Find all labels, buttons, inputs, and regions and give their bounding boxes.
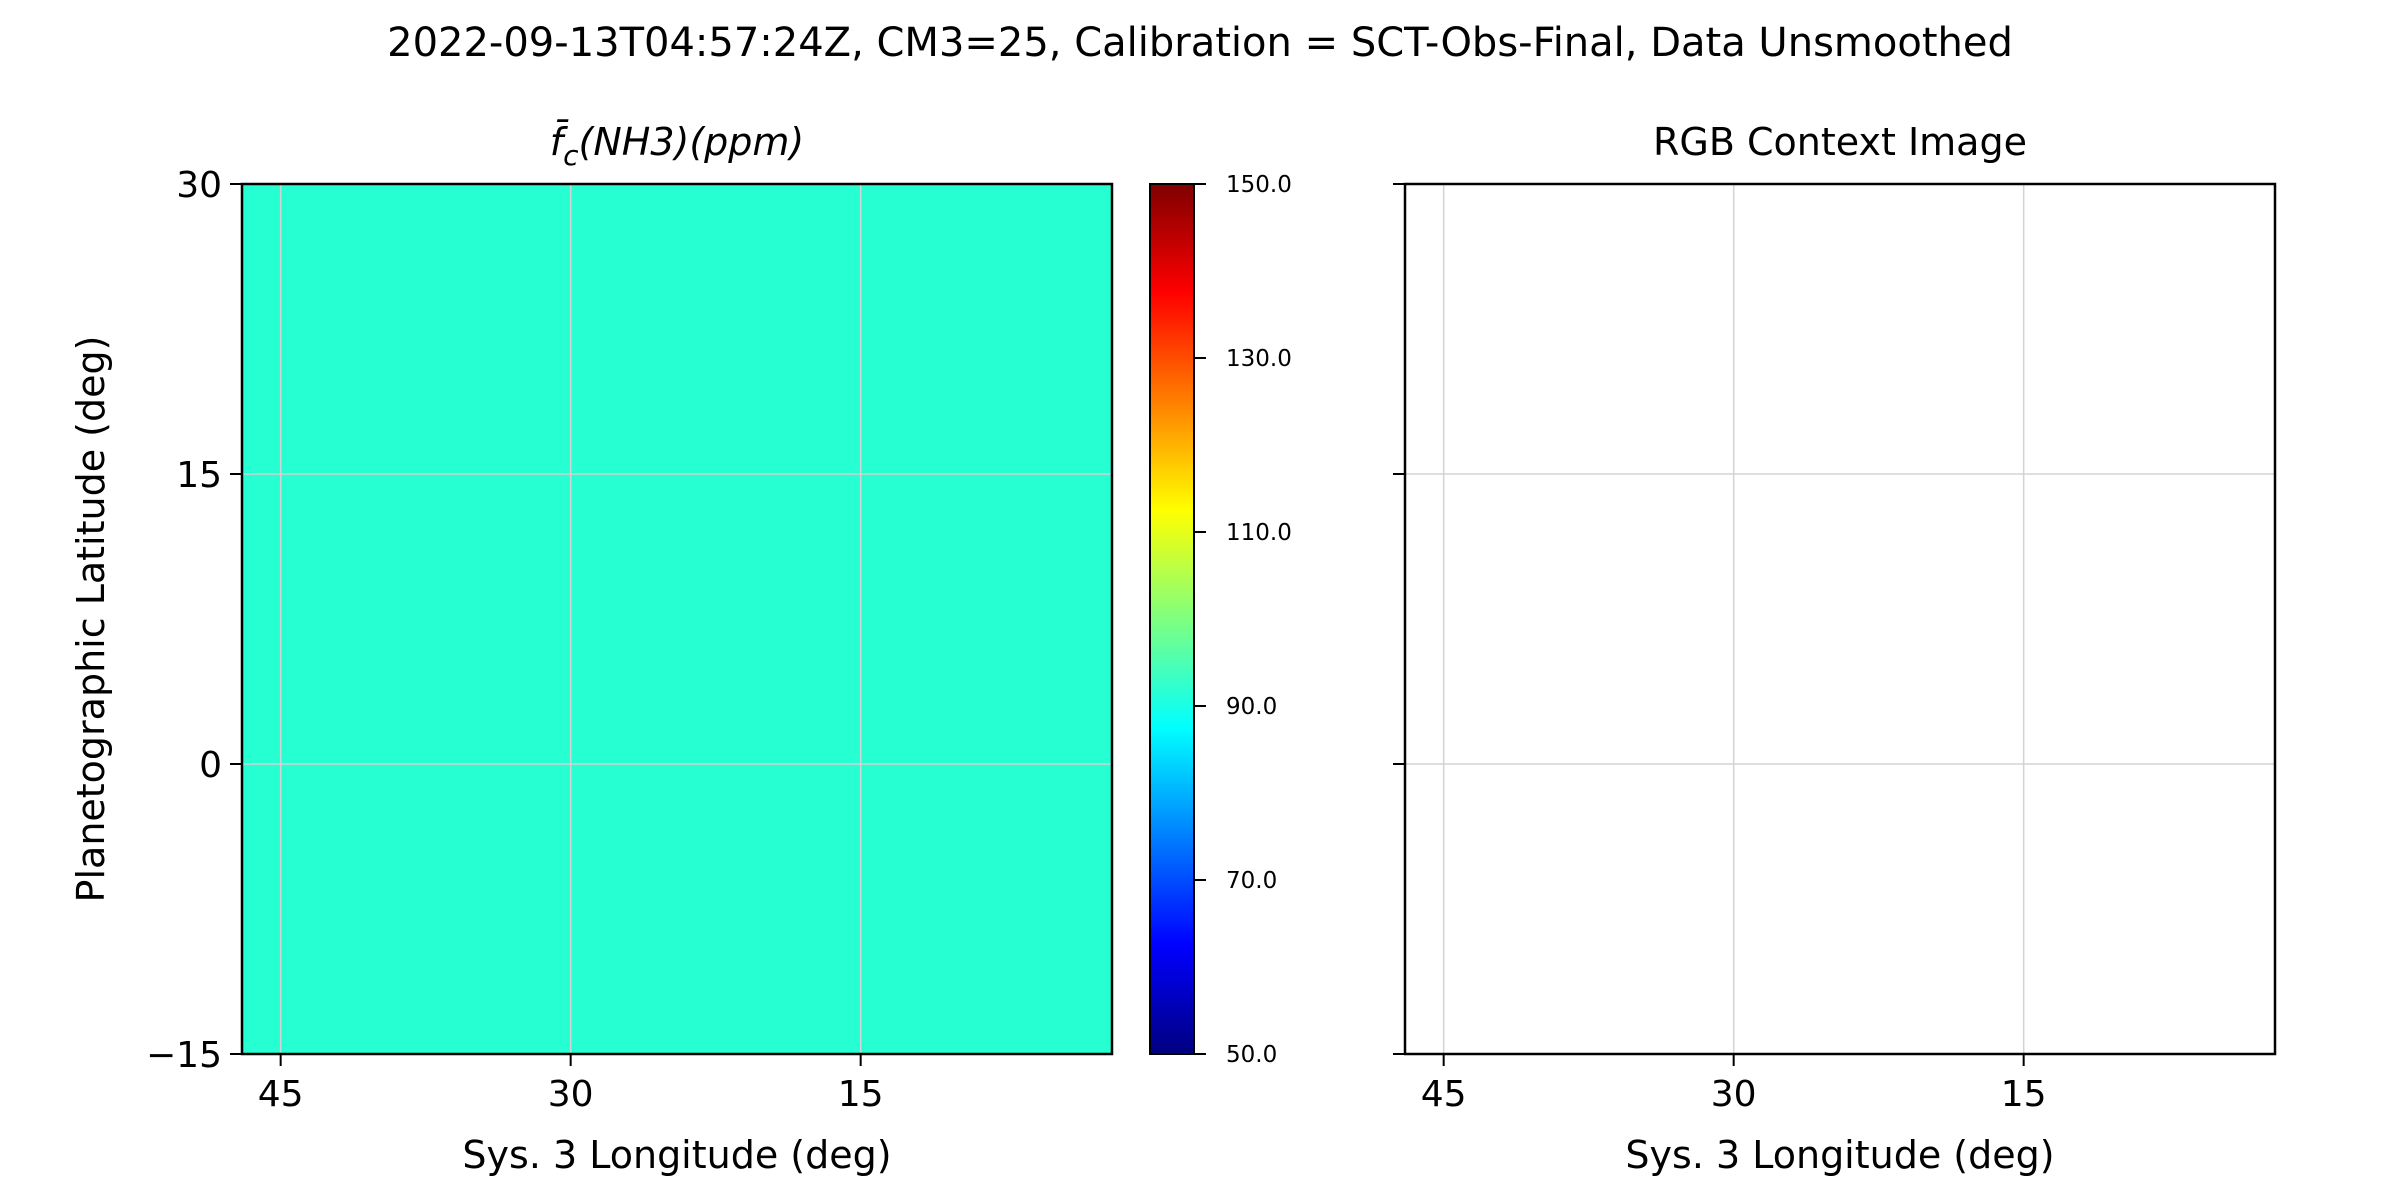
rgb-x-tick-label: 15 bbox=[2001, 1074, 2047, 1115]
rgb-x-tick-label: 45 bbox=[1421, 1074, 1467, 1115]
heatmap-frame bbox=[240, 182, 1114, 1056]
heatmap-x-ticks: 45 30 15 bbox=[258, 1054, 884, 1115]
rgb-grid bbox=[1405, 184, 2275, 1054]
heatmap-x-label: Sys. 3 Longitude (deg) bbox=[462, 1133, 891, 1177]
rgb-y-ticks bbox=[1393, 183, 1405, 1055]
colorbar-tick-label: 110.0 bbox=[1226, 520, 1292, 546]
colorbar-tick-label: 50.0 bbox=[1226, 1042, 1277, 1068]
heatmap-x-tick-label: 45 bbox=[258, 1074, 304, 1115]
heatmap-y-tick-label: −15 bbox=[146, 1035, 222, 1076]
heatmap-x-tick-label: 15 bbox=[838, 1074, 884, 1115]
heatmap-title-subscript: c bbox=[563, 139, 579, 172]
heatmap-grid bbox=[242, 184, 1112, 1054]
rgb-x-ticks: 45 30 15 bbox=[1421, 1054, 2047, 1115]
rgb-image-area bbox=[1405, 184, 2275, 1054]
colorbar-tick-label: 70.0 bbox=[1226, 868, 1277, 894]
colorbar-ticks: 150.0 130.0 110.0 90.0 70.0 50.0 bbox=[1194, 172, 1292, 1068]
heatmap-y-ticks: 30 15 0 −15 bbox=[146, 165, 242, 1076]
colorbar-tick-label: 130.0 bbox=[1226, 346, 1292, 372]
rgb-title: RGB Context Image bbox=[1653, 120, 2027, 164]
colorbar-tick-label: 150.0 bbox=[1226, 172, 1292, 198]
rgb-panel: 45 30 15 RGB Context Image Sys. 3 Longitud… bbox=[1393, 120, 2277, 1177]
figure-suptitle: 2022-09-13T04:57:24Z, CM3=25, Calibratio… bbox=[387, 20, 2013, 66]
colorbar: 150.0 130.0 110.0 90.0 70.0 50.0 bbox=[1149, 172, 1292, 1068]
rgb-x-tick-label: 30 bbox=[1711, 1074, 1757, 1115]
heatmap-y-tick-label: 15 bbox=[176, 455, 222, 496]
colorbar-tick-label: 90.0 bbox=[1226, 694, 1277, 720]
heatmap-panel: 45 30 15 30 15 0 −15 f̄c(NH3)(ppm) Sys. 3 Lon… bbox=[69, 120, 1114, 1177]
heatmap-y-tick-label: 30 bbox=[176, 165, 222, 206]
heatmap-cell bbox=[242, 184, 1112, 1054]
rgb-frame bbox=[1403, 182, 2277, 1056]
heatmap-title-rest: (NH3)(ppm) bbox=[579, 120, 805, 164]
rgb-x-label: Sys. 3 Longitude (deg) bbox=[1625, 1133, 2054, 1177]
heatmap-y-tick-label: 0 bbox=[199, 745, 222, 786]
colorbar-frame bbox=[1149, 183, 1195, 1055]
heatmap-title: f̄c(NH3)(ppm) bbox=[550, 120, 805, 172]
heatmap-x-tick-label: 30 bbox=[548, 1074, 594, 1115]
colorbar-gradient bbox=[1150, 184, 1194, 1054]
heatmap-y-label: Planetographic Latitude (deg) bbox=[69, 336, 113, 903]
